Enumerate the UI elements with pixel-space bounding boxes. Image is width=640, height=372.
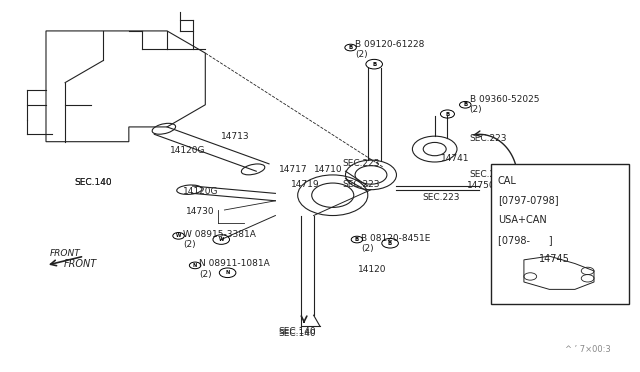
Text: 14745: 14745: [539, 254, 570, 264]
Text: B: B: [445, 112, 449, 116]
Text: SEC.140: SEC.140: [278, 329, 316, 338]
Text: FRONT: FRONT: [64, 259, 97, 269]
Text: 14120G: 14120G: [170, 147, 205, 155]
Text: [0797-0798]: [0797-0798]: [498, 195, 558, 205]
Text: 14710: 14710: [314, 165, 342, 174]
Text: ^ ’ 7×00:3: ^ ’ 7×00:3: [564, 345, 611, 354]
Text: B: B: [372, 62, 376, 67]
Text: SEC.223: SEC.223: [470, 170, 508, 179]
Text: 14719: 14719: [291, 180, 320, 189]
FancyBboxPatch shape: [491, 164, 629, 304]
Text: B: B: [463, 102, 467, 107]
Text: SEC.140: SEC.140: [75, 178, 112, 187]
Text: 14741: 14741: [441, 154, 470, 163]
Text: B: B: [355, 237, 359, 242]
Text: W: W: [218, 237, 224, 242]
Text: N: N: [193, 263, 197, 268]
Text: 14750: 14750: [467, 182, 495, 190]
Text: B 09120-61228
(2): B 09120-61228 (2): [355, 40, 424, 59]
Text: B 09360-52025
(2): B 09360-52025 (2): [470, 95, 540, 115]
Text: 14730: 14730: [186, 207, 215, 217]
Text: B: B: [348, 45, 353, 50]
Text: N: N: [225, 270, 230, 275]
Text: SEC.223: SEC.223: [422, 193, 460, 202]
Text: N 08911-1081A
(2): N 08911-1081A (2): [199, 259, 269, 279]
Text: CAL: CAL: [498, 176, 516, 186]
Text: [0798-      ]: [0798- ]: [498, 235, 552, 245]
Text: SEC.223: SEC.223: [342, 180, 380, 189]
Text: FRONT: FRONT: [50, 249, 81, 258]
Text: SEC.223: SEC.223: [470, 134, 508, 142]
Text: SEC.140: SEC.140: [278, 327, 316, 336]
Text: SEC.140: SEC.140: [75, 178, 112, 187]
Text: 14717: 14717: [278, 165, 307, 174]
Text: W: W: [176, 233, 181, 238]
Text: W 08915-3381A
(2): W 08915-3381A (2): [183, 230, 256, 249]
Text: 14120G: 14120G: [183, 187, 218, 196]
Text: USA+CAN: USA+CAN: [498, 215, 547, 225]
Text: 14120: 14120: [358, 264, 387, 273]
Text: B 08120-8451E
(2): B 08120-8451E (2): [362, 234, 431, 253]
Text: 14713: 14713: [221, 132, 250, 141]
Text: SEC.223: SEC.223: [342, 159, 380, 169]
Text: B: B: [388, 241, 392, 246]
